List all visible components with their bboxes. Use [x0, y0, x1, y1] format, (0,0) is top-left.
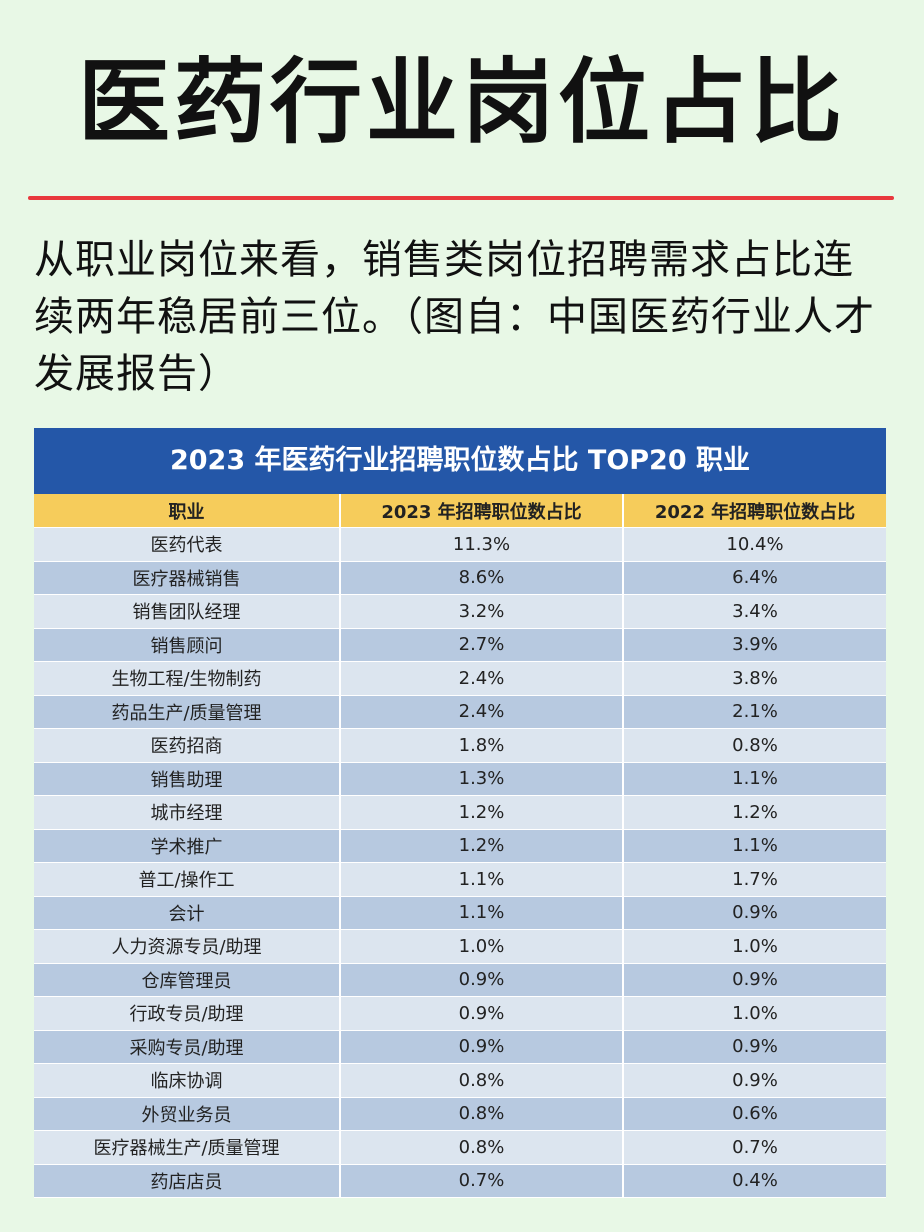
share-2022-cell: 1.0% — [623, 929, 886, 964]
table-row: 城市经理 1.2% 1.2% — [34, 795, 886, 830]
share-2023-cell: 0.9% — [340, 1030, 624, 1064]
share-2023-cell: 8.6% — [340, 561, 624, 595]
occupation-cell: 医药招商 — [34, 728, 341, 763]
table-row: 医疗器械生产/质量管理 0.8% 0.7% — [34, 1130, 886, 1165]
share-2023-cell: 1.1% — [340, 896, 624, 930]
table-row: 临床协调 0.8% 0.9% — [34, 1063, 886, 1098]
table-row: 药品生产/质量管理 2.4% 2.1% — [34, 695, 886, 729]
table-row: 行政专员/助理 0.9% 1.0% — [34, 996, 886, 1031]
header-2022-share: 2022 年招聘职位数占比 — [623, 494, 886, 528]
occupation-cell: 仓库管理员 — [34, 963, 341, 997]
share-2022-cell: 1.0% — [623, 996, 886, 1031]
occupation-cell: 药品生产/质量管理 — [34, 695, 341, 729]
data-table-card: 2023 年医药行业招聘职位数占比 TOP20 职业 职业 2023 年招聘职位… — [34, 428, 886, 1198]
share-2023-cell: 0.9% — [340, 963, 624, 997]
share-2023-cell: 1.0% — [340, 929, 624, 964]
share-2023-cell: 1.2% — [340, 829, 624, 863]
share-2022-cell: 3.4% — [623, 594, 886, 629]
share-2022-cell: 3.9% — [623, 628, 886, 662]
table-row: 销售顾问 2.7% 3.9% — [34, 628, 886, 662]
share-2023-cell: 1.2% — [340, 795, 624, 830]
table-row: 采购专员/助理 0.9% 0.9% — [34, 1030, 886, 1064]
share-2022-cell: 6.4% — [623, 561, 886, 595]
share-2022-cell: 0.7% — [623, 1130, 886, 1165]
share-2022-cell: 0.6% — [623, 1097, 886, 1131]
share-2022-cell: 1.7% — [623, 862, 886, 897]
title-divider — [28, 196, 894, 200]
occupation-cell: 销售助理 — [34, 762, 341, 796]
table-row: 药店店员 0.7% 0.4% — [34, 1164, 886, 1198]
occupation-cell: 人力资源专员/助理 — [34, 929, 341, 964]
table-row: 医药代表 11.3% 10.4% — [34, 527, 886, 562]
table-row: 人力资源专员/助理 1.0% 1.0% — [34, 929, 886, 964]
table-row: 医疗器械销售 8.6% 6.4% — [34, 561, 886, 595]
table-row: 医药招商 1.8% 0.8% — [34, 728, 886, 763]
share-2022-cell: 2.1% — [623, 695, 886, 729]
share-2022-cell: 0.9% — [623, 896, 886, 930]
table-header-row: 职业 2023 年招聘职位数占比 2022 年招聘职位数占比 — [34, 494, 886, 528]
share-2023-cell: 0.8% — [340, 1130, 624, 1165]
occupation-cell: 销售顾问 — [34, 628, 341, 662]
share-2023-cell: 11.3% — [340, 527, 624, 562]
share-2022-cell: 0.4% — [623, 1164, 886, 1198]
share-2023-cell: 0.8% — [340, 1063, 624, 1098]
table-row: 仓库管理员 0.9% 0.9% — [34, 963, 886, 997]
share-2022-cell: 0.9% — [623, 1030, 886, 1064]
share-2023-cell: 2.4% — [340, 661, 624, 696]
job-share-table: 职业 2023 年招聘职位数占比 2022 年招聘职位数占比 医药代表 11.3%… — [34, 494, 886, 1198]
table-row: 普工/操作工 1.1% 1.7% — [34, 862, 886, 897]
occupation-cell: 行政专员/助理 — [34, 996, 341, 1031]
share-2023-cell: 2.4% — [340, 695, 624, 729]
table-row: 外贸业务员 0.8% 0.6% — [34, 1097, 886, 1131]
share-2023-cell: 2.7% — [340, 628, 624, 662]
page-title: 医药行业岗位占比 — [77, 49, 846, 156]
occupation-cell: 采购专员/助理 — [34, 1030, 341, 1064]
share-2023-cell: 0.8% — [340, 1097, 624, 1131]
occupation-cell: 医疗器械生产/质量管理 — [34, 1130, 341, 1165]
occupation-cell: 学术推广 — [34, 829, 341, 863]
table-row: 生物工程/生物制药 2.4% 3.8% — [34, 661, 886, 696]
occupation-cell: 医药代表 — [34, 527, 341, 562]
share-2022-cell: 3.8% — [623, 661, 886, 696]
table-row: 销售团队经理 3.2% 3.4% — [34, 594, 886, 629]
occupation-cell: 城市经理 — [34, 795, 341, 830]
occupation-cell: 临床协调 — [34, 1063, 341, 1098]
share-2022-cell: 0.9% — [623, 963, 886, 997]
occupation-cell: 外贸业务员 — [34, 1097, 341, 1131]
occupation-cell: 普工/操作工 — [34, 862, 341, 897]
share-2022-cell: 0.8% — [623, 728, 886, 763]
share-2022-cell: 1.1% — [623, 829, 886, 863]
table-title: 2023 年医药行业招聘职位数占比 TOP20 职业 — [34, 428, 886, 494]
share-2023-cell: 1.3% — [340, 762, 624, 796]
table-row: 学术推广 1.2% 1.1% — [34, 829, 886, 863]
table-body: 医药代表 11.3% 10.4% 医疗器械销售 8.6% 6.4% 销售团队经理 3.2% 3.… — [34, 527, 886, 1198]
share-2023-cell: 1.8% — [340, 728, 624, 763]
table-row: 会计 1.1% 0.9% — [34, 896, 886, 930]
share-2022-cell: 1.2% — [623, 795, 886, 830]
share-2023-cell: 0.7% — [340, 1164, 624, 1198]
share-2022-cell: 10.4% — [623, 527, 886, 562]
share-2023-cell: 3.2% — [340, 594, 624, 629]
share-2022-cell: 1.1% — [623, 762, 886, 796]
header-2023-share: 2023 年招聘职位数占比 — [340, 494, 624, 528]
occupation-cell: 医疗器械销售 — [34, 561, 341, 595]
table-row: 销售助理 1.3% 1.1% — [34, 762, 886, 796]
occupation-cell: 药店店员 — [34, 1164, 341, 1198]
occupation-cell: 生物工程/生物制药 — [34, 661, 341, 696]
share-2022-cell: 0.9% — [623, 1063, 886, 1098]
share-2023-cell: 1.1% — [340, 862, 624, 897]
share-2023-cell: 0.9% — [340, 996, 624, 1031]
header-occupation: 职业 — [34, 494, 341, 528]
occupation-cell: 销售团队经理 — [34, 594, 341, 629]
occupation-cell: 会计 — [34, 896, 341, 930]
intro-paragraph: 从职业岗位来看，销售类岗位招聘需求占比连续两年稳居前三位。（图自：中国医药行业人… — [34, 237, 875, 397]
